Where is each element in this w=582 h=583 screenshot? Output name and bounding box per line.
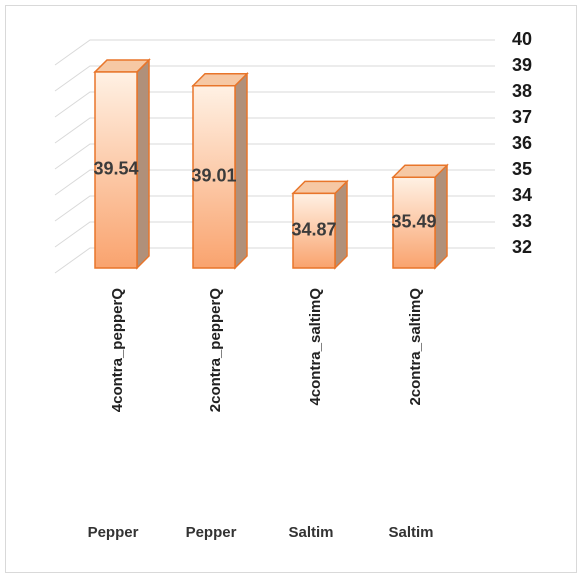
y-tick-label: 32 bbox=[512, 237, 532, 257]
x-tick-label: 2contra_pepperQ bbox=[207, 288, 224, 413]
group-label: Pepper bbox=[88, 524, 139, 541]
grid-line bbox=[54, 117, 495, 144]
value-label: 39.54 bbox=[93, 159, 138, 179]
y-tick-label: 39 bbox=[512, 55, 532, 75]
y-tick-label: 40 bbox=[512, 29, 532, 49]
frame bbox=[5, 5, 577, 573]
value-label: 34.87 bbox=[291, 219, 336, 239]
bar-side bbox=[136, 58, 150, 270]
grid-line bbox=[54, 91, 495, 118]
group-label: Pepper bbox=[186, 524, 237, 541]
grid-line bbox=[54, 143, 495, 170]
bar bbox=[392, 176, 436, 269]
x-tick-label: 2contra_saltimQ bbox=[407, 288, 424, 406]
y-tick-label: 38 bbox=[512, 81, 532, 101]
group-label: Saltim bbox=[288, 524, 333, 541]
y-tick-label: 35 bbox=[512, 159, 532, 179]
bar bbox=[94, 71, 138, 269]
bar-side bbox=[234, 71, 248, 270]
value-label: 35.49 bbox=[391, 211, 436, 231]
group-label: Saltim bbox=[388, 524, 433, 541]
y-tick-label: 37 bbox=[512, 107, 532, 127]
bar bbox=[292, 192, 336, 269]
grid-line bbox=[54, 39, 495, 66]
grid-line bbox=[54, 65, 495, 92]
bar bbox=[192, 84, 236, 269]
grid-line bbox=[54, 195, 495, 222]
grid-line bbox=[54, 169, 495, 196]
grid-line bbox=[54, 221, 495, 248]
value-label: 39.01 bbox=[191, 166, 236, 186]
y-tick-label: 34 bbox=[512, 185, 532, 205]
bar-side bbox=[334, 179, 348, 270]
y-tick-label: 33 bbox=[512, 211, 532, 231]
bar-side bbox=[434, 163, 448, 270]
x-tick-label: 4contra_pepperQ bbox=[109, 288, 126, 413]
x-tick-label: 4contra_saltimQ bbox=[307, 288, 324, 406]
y-tick-label: 36 bbox=[512, 133, 532, 153]
grid-line bbox=[54, 247, 495, 274]
